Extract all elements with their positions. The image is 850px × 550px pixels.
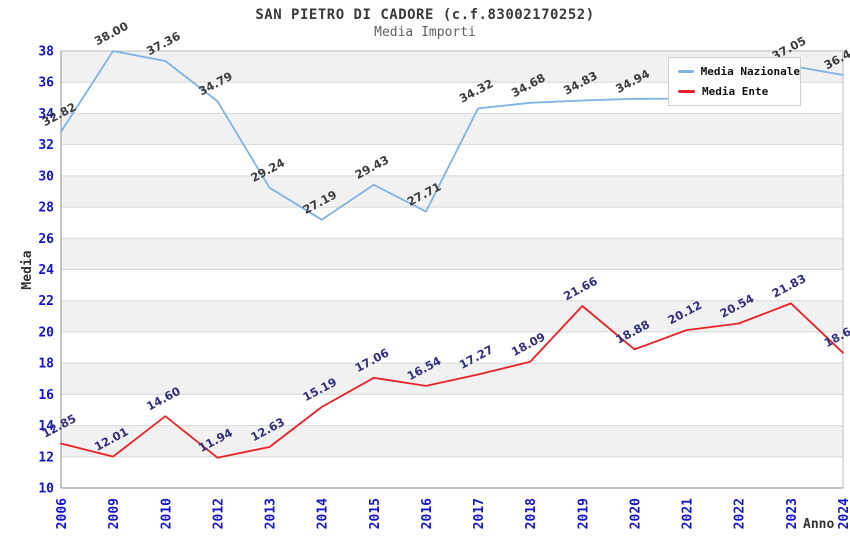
- legend-label-media-nazionale: Media Nazionale: [700, 65, 800, 78]
- plot-band: [61, 456, 843, 488]
- media-ente-line: [60, 302, 844, 459]
- x-tick-label: 2010: [159, 498, 174, 529]
- data-point-label: 38.00: [92, 19, 131, 48]
- y-tick-label: 22: [38, 294, 54, 309]
- y-tick-label: 30: [38, 169, 54, 184]
- plot-band: [61, 207, 843, 239]
- plot-band: [61, 425, 843, 457]
- y-tick-label: 14: [38, 419, 54, 434]
- media-ente-line-swatch-icon: [678, 90, 695, 93]
- x-tick-label: 2006: [55, 498, 70, 529]
- plot-band: [61, 175, 843, 208]
- y-tick-label: 24: [38, 263, 54, 278]
- x-tick-label: 2017: [472, 498, 487, 529]
- y-tick-label: 38: [38, 45, 54, 60]
- y-tick-label: 26: [38, 232, 54, 247]
- x-tick-label: 2019: [576, 498, 591, 529]
- x-tick-label: 2022: [733, 498, 748, 529]
- chart-subtitle: Media Importi: [374, 25, 476, 40]
- plot-band: [61, 113, 843, 145]
- y-tick-label: 18: [38, 357, 54, 372]
- x-tick-label: 2024: [837, 498, 850, 529]
- x-tick-label: 2023: [785, 498, 800, 529]
- x-tick-label: 2014: [316, 498, 331, 529]
- legend-item-media-ente: Media Ente: [678, 85, 800, 98]
- plot-band: [61, 238, 843, 270]
- media-nazionale-line-swatch-icon: [678, 70, 694, 73]
- x-tick-label: 2018: [524, 498, 539, 529]
- legend: Media Nazionale Media Ente: [668, 57, 801, 106]
- y-tick-label: 36: [38, 76, 54, 91]
- x-tick-label: 2016: [420, 498, 435, 529]
- chart-title: SAN PIETRO DI CADORE (c.f.83002170252): [255, 7, 595, 23]
- y-tick-label: 20: [38, 325, 54, 340]
- y-tick-label: 10: [38, 482, 54, 497]
- plot-band: [61, 331, 843, 364]
- legend-label-media-ente: Media Ente: [702, 85, 769, 98]
- x-tick-label: 2021: [681, 498, 696, 529]
- data-point-label: 36.46: [822, 43, 850, 72]
- x-tick-label: 2015: [368, 498, 383, 529]
- x-axis-title: Anno: [803, 517, 834, 532]
- plot-band: [61, 394, 843, 426]
- plot-band: [61, 363, 843, 395]
- y-axis-title: Media: [20, 250, 35, 289]
- y-tick-label: 28: [38, 201, 54, 216]
- legend-item-media-nazionale: Media Nazionale: [678, 65, 800, 78]
- y-tick-label: 16: [38, 388, 54, 403]
- x-tick-label: 2012: [211, 498, 226, 529]
- x-tick-label: 2020: [628, 498, 643, 529]
- plot-band: [61, 269, 843, 301]
- y-tick-label: 32: [38, 138, 54, 153]
- y-tick-label: 34: [38, 107, 54, 122]
- x-tick-label: 2013: [264, 498, 279, 529]
- x-tick-label: 2009: [107, 498, 122, 529]
- y-tick-label: 12: [38, 450, 54, 465]
